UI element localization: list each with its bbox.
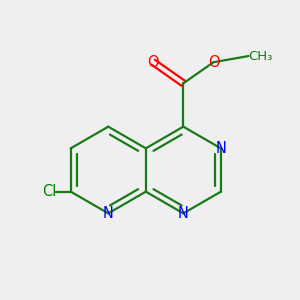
Text: O: O: [147, 55, 159, 70]
Text: N: N: [103, 206, 114, 221]
Text: O: O: [208, 55, 219, 70]
Text: Cl: Cl: [42, 184, 56, 199]
Text: CH₃: CH₃: [248, 50, 273, 62]
Text: N: N: [215, 141, 226, 156]
Text: N: N: [178, 206, 189, 221]
